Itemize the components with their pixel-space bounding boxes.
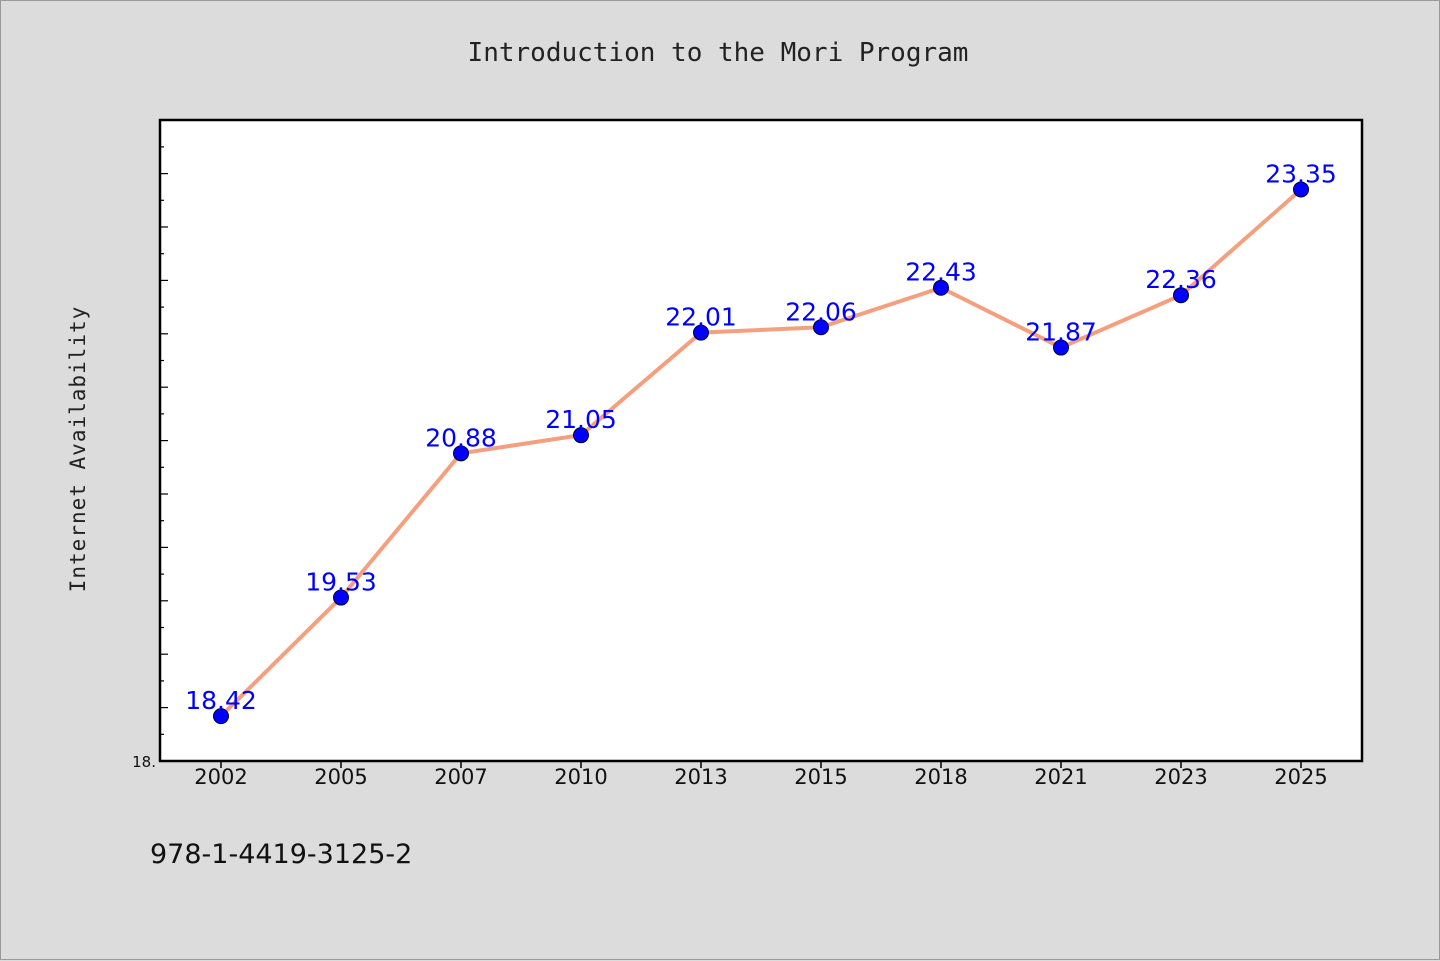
- data-point: [453, 445, 469, 462]
- data-point: [213, 708, 229, 725]
- data-point: [933, 279, 949, 296]
- data-label: 23.35: [1265, 159, 1337, 188]
- x-tick-label: 2007: [434, 765, 487, 789]
- data-labels: 18.42 19.53 20.88 21.05 22.01 22.06 22.43 21.87…: [185, 159, 1337, 715]
- data-label: 22.01: [665, 303, 737, 332]
- data-point: [813, 319, 829, 336]
- data-label: 20.88: [425, 423, 497, 452]
- x-tick-label: 2018: [914, 765, 967, 789]
- x-tick-label: 2015: [794, 765, 847, 789]
- data-label: 22.06: [785, 297, 857, 326]
- y-tick-label: 18.: [132, 753, 156, 771]
- data-label: 21.05: [545, 405, 617, 434]
- plot-border: [158, 118, 1364, 763]
- x-tick-label: 2005: [314, 765, 367, 789]
- data-label: 21.87: [1025, 318, 1097, 347]
- data-label: 19.53: [305, 568, 377, 597]
- data-point: [693, 324, 709, 341]
- data-label: 22.43: [905, 258, 977, 287]
- data-point: [573, 427, 589, 444]
- series-line: [219, 187, 1303, 719]
- x-tick-label: 2002: [194, 765, 247, 789]
- x-tick-label: 2023: [1154, 765, 1207, 789]
- data-point: [1173, 287, 1189, 304]
- chart-title: Introduction to the Mori Program: [468, 38, 969, 68]
- isbn-text: 978-1-4419-3125-2: [150, 839, 412, 870]
- data-point: [333, 589, 349, 606]
- x-tick-label: 2013: [674, 765, 727, 789]
- data-label: 18.42: [185, 686, 257, 715]
- x-tick-label: 2025: [1274, 765, 1327, 789]
- x-tick-label: 2010: [554, 765, 607, 789]
- data-point: [1293, 181, 1309, 198]
- x-axis-ticks: 2002 2005 2007 2010 2013 2015 2018 2021 2023 2025: [194, 761, 1328, 789]
- y-axis-label: Internet Availability: [66, 306, 90, 593]
- data-label: 22.36: [1145, 265, 1217, 294]
- series-markers: [213, 181, 1309, 725]
- data-point: [1053, 339, 1069, 356]
- x-tick-label: 2021: [1034, 765, 1087, 789]
- plot-area: [160, 120, 1362, 761]
